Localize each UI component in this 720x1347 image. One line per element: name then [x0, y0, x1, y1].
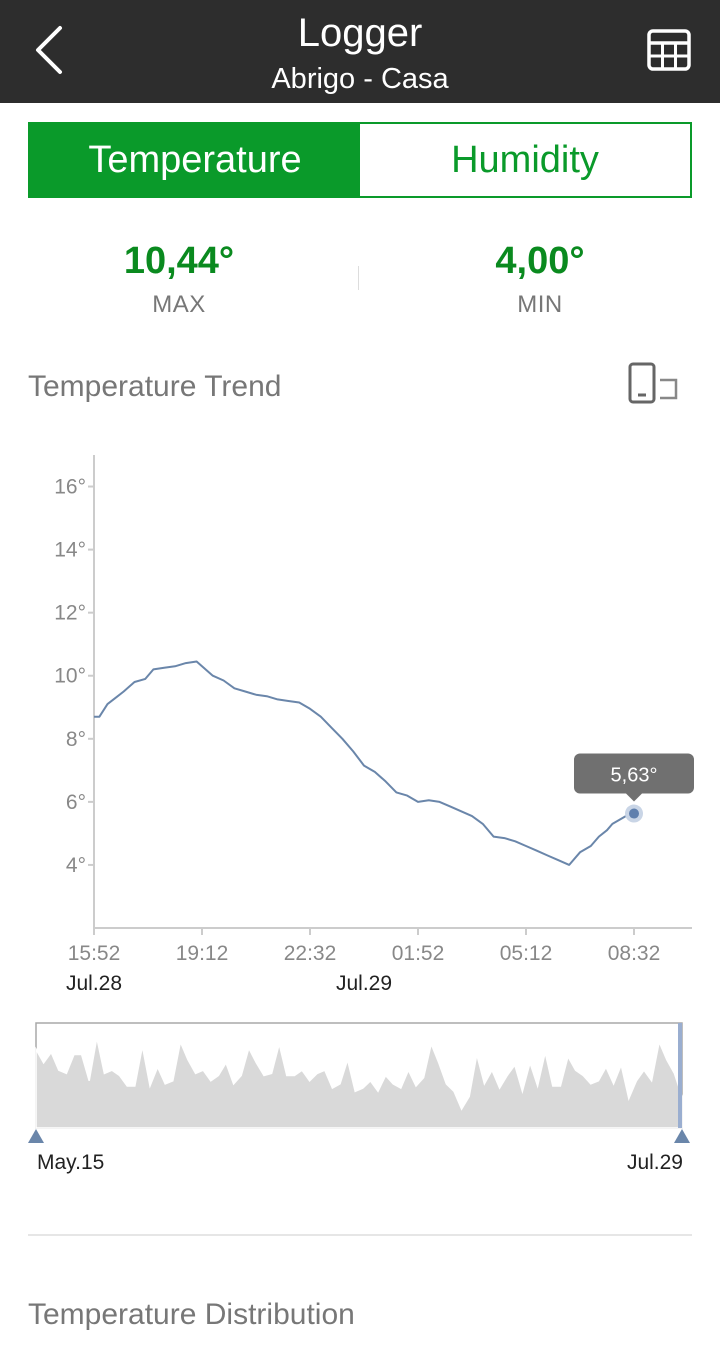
x-tick-label: 19:12	[176, 942, 229, 965]
x-tick-label: 05:12	[500, 942, 553, 965]
y-tick-label: 16°	[54, 476, 86, 499]
max-value: 10,44°	[123, 240, 235, 282]
overview-area	[35, 1037, 683, 1129]
x-tick-label: 22:32	[284, 942, 337, 965]
range-handle-start	[28, 1129, 44, 1143]
y-tick-label: 14°	[54, 539, 86, 562]
temperature-trend-chart[interactable]: 4° 6° 8° 10° 12° 14° 16° 15:52 19:12 22:32 01:52 05…	[0, 440, 720, 1010]
y-tick-label: 8°	[66, 728, 86, 751]
page-title: Logger	[297, 11, 423, 55]
metric-tabs: Temperature Humidity	[28, 122, 692, 198]
overview-start-label: May.15	[37, 1151, 104, 1174]
max-label: MAX	[152, 291, 206, 318]
tooltip-label: 5,63°	[611, 765, 658, 787]
overview-selection-marker	[678, 1023, 682, 1128]
range-handle-end	[674, 1129, 690, 1143]
x-date-label: Jul.29	[336, 972, 392, 995]
max-stat: 10,44° MAX	[29, 238, 329, 322]
tooltip-pointer	[626, 793, 642, 802]
tab-humidity[interactable]: Humidity	[360, 124, 690, 196]
min-value: 4,00°	[495, 240, 585, 282]
tab-temperature[interactable]: Temperature	[30, 124, 360, 196]
x-tick-label: 15:52	[68, 942, 121, 965]
trend-title: Temperature Trend	[28, 370, 282, 403]
section-divider	[28, 1234, 692, 1236]
tooltip-box	[574, 753, 694, 794]
highlight-point	[629, 808, 639, 819]
y-tick-label: 10°	[54, 665, 86, 688]
y-tick-label: 4°	[66, 854, 86, 877]
x-tick-label: 08:32	[608, 942, 661, 965]
distribution-title: Temperature Distribution	[28, 1298, 355, 1331]
min-stat: 4,00° MIN	[390, 238, 690, 322]
x-date-label: Jul.28	[66, 972, 122, 995]
range-overview[interactable]: May.15 Jul.29	[0, 1015, 720, 1185]
stat-divider	[358, 266, 359, 290]
table-grid-icon[interactable]	[646, 28, 692, 72]
rotate-landscape-icon[interactable]	[626, 360, 682, 406]
page-subtitle: Abrigo - Casa	[271, 63, 449, 95]
chevron-left-icon[interactable]	[28, 22, 72, 78]
min-label: MIN	[517, 291, 563, 318]
temperature-series-line	[94, 660, 635, 866]
overview-end-label: Jul.29	[627, 1151, 683, 1174]
y-tick-label: 12°	[54, 602, 86, 625]
x-tick-label: 01:52	[392, 942, 445, 965]
y-tick-label: 6°	[66, 791, 86, 814]
app-header: Logger Abrigo - Casa	[0, 0, 720, 103]
